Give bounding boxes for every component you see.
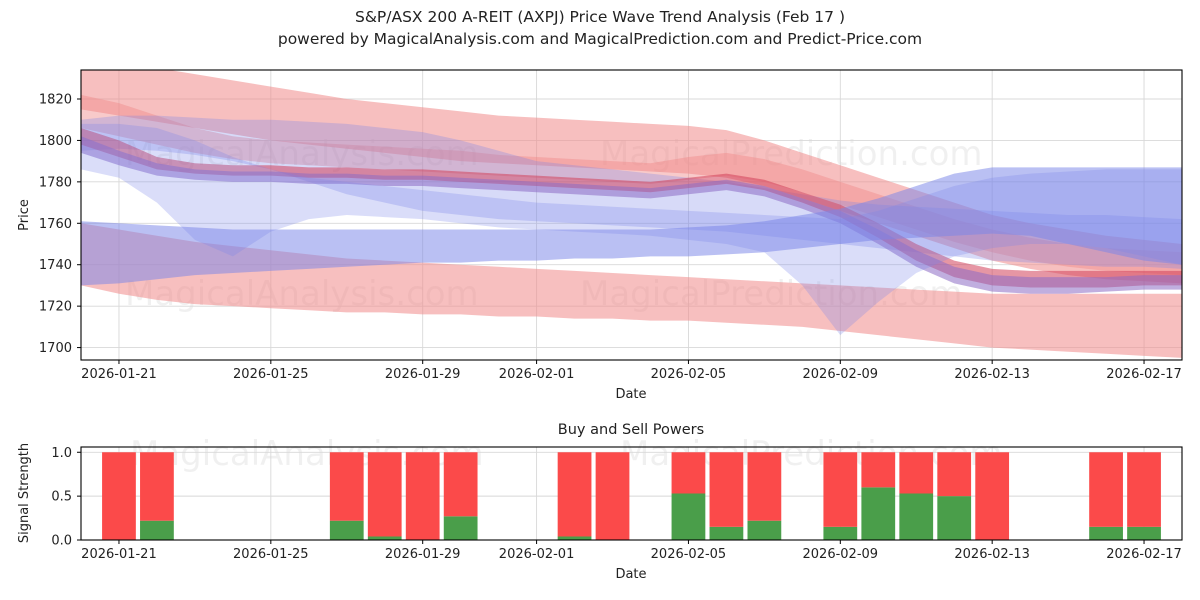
sell-power-bar [747,452,782,521]
buy-power-bar [367,536,402,540]
subchart-y-axis-ticks: 0.0 0.5 1.0 [51,446,81,549]
buy-power-bar [140,520,174,540]
main-x-tick-label: 2026-02-05 [651,367,727,382]
main-wave-bands [81,70,1182,358]
main-x-tick-label: 2026-02-01 [499,367,575,382]
sell-power-bar [140,452,174,521]
sell-power-bar [937,452,972,497]
main-y-axis-label: Price [17,199,32,231]
sell-power-bar [329,452,364,521]
sell-power-bar [709,452,744,527]
sell-power-bar [367,452,402,537]
subchart-y-axis-label: Signal Strength [17,443,32,543]
buy-power-bar [823,526,858,540]
main-plot-border [80,69,1183,361]
figure-title-block: S&P/ASX 200 A-REIT (AXPJ) Price Wave Tre… [0,6,1200,50]
subchart-title: Buy and Sell Powers [558,422,704,438]
main-y-tick-label: 1740 [39,258,72,273]
sell-power-bar [823,452,858,527]
main-y-tick-label: 1760 [39,217,72,232]
buy-power-bar [861,487,896,540]
sell-power-bar [861,452,896,488]
main-y-axis-ticks: 1700 1720 1740 1760 1780 1800 1820 [39,93,81,356]
main-x-tick-label: 2026-02-13 [954,367,1030,382]
subchart-x-tick-label: 2026-01-29 [385,547,461,562]
wave-band-blue-dip-band [81,123,1182,336]
sell-power-bar [1127,452,1161,527]
buy-power-bar [443,516,478,540]
figure-title-main: S&P/ASX 200 A-REIT (AXPJ) Price Wave Tre… [355,8,845,26]
main-x-tick-label: 2026-01-29 [385,367,461,382]
main-y-tick-label: 1780 [39,175,72,190]
buy-power-bar [329,520,364,540]
main-y-tick-label: 1720 [39,300,72,315]
subchart-x-axis-label: Date [615,567,646,582]
buy-power-bar [747,520,782,540]
main-y-tick-label: 1800 [39,134,72,149]
main-x-axis-label: Date [615,387,646,402]
sell-power-bar [899,452,934,494]
buy-power-bar [557,536,592,540]
subchart-plot-border [80,446,1183,541]
subchart-y-tick-label: 0.5 [51,490,72,505]
subchart-x-tick-label: 2026-01-25 [233,547,309,562]
sell-power-bar [975,452,1010,540]
subchart-x-tick-label: 2026-02-01 [499,547,575,562]
main-y-tick-label: 1700 [39,341,72,356]
sell-power-bar [671,452,706,494]
figure-title-credits: powered by MagicalAnalysis.com and Magic… [277,30,923,48]
wave-band-mid-red-upper [81,94,1182,276]
buy-power-bar [899,493,934,540]
buy-sell-powers-chart: Buy and Sell Powers 0.0 0.5 1.0 2026-01-21… [17,422,1183,582]
subchart-x-tick-label: 2026-01-21 [81,547,157,562]
wave-band-blue-lower-band [81,167,1182,286]
sell-power-bar [595,452,630,540]
buy-power-bar [937,496,972,540]
subchart-x-axis-ticks: 2026-01-21 2026-01-25 2026-01-29 2026-02-01… [81,540,1182,562]
subchart-y-tick-label: 0.0 [51,534,72,549]
main-x-tick-label: 2026-02-09 [803,367,879,382]
buy-power-bar [671,493,706,540]
main-x-tick-label: 2026-01-25 [233,367,309,382]
wave-band-purple-core-trend [81,136,1182,294]
sell-power-bar [557,452,592,537]
sell-power-bar [405,452,440,540]
subchart-x-tick-label: 2026-02-05 [651,547,727,562]
buy-power-bar [709,526,744,540]
subchart-y-tick-label: 1.0 [51,446,72,461]
main-x-axis-ticks: 2026-01-21 2026-01-25 2026-01-29 2026-02-01… [81,360,1182,382]
subchart-x-tick-label: 2026-02-09 [803,547,879,562]
main-x-tick-label: 2026-01-21 [81,367,157,382]
subchart-x-tick-label: 2026-02-13 [954,547,1030,562]
main-x-tick-label: 2026-02-17 [1106,367,1182,382]
sell-power-bar [102,452,136,540]
subchart-x-tick-label: 2026-02-17 [1106,547,1182,562]
sell-power-bar [443,452,478,517]
buy-power-bar [1089,526,1123,540]
main-y-tick-label: 1820 [39,93,72,108]
subchart-bars [102,452,1161,540]
buy-power-bar [1127,526,1161,540]
sell-power-bar [1089,452,1123,527]
wave-band-outer-red-lower [81,223,1182,358]
